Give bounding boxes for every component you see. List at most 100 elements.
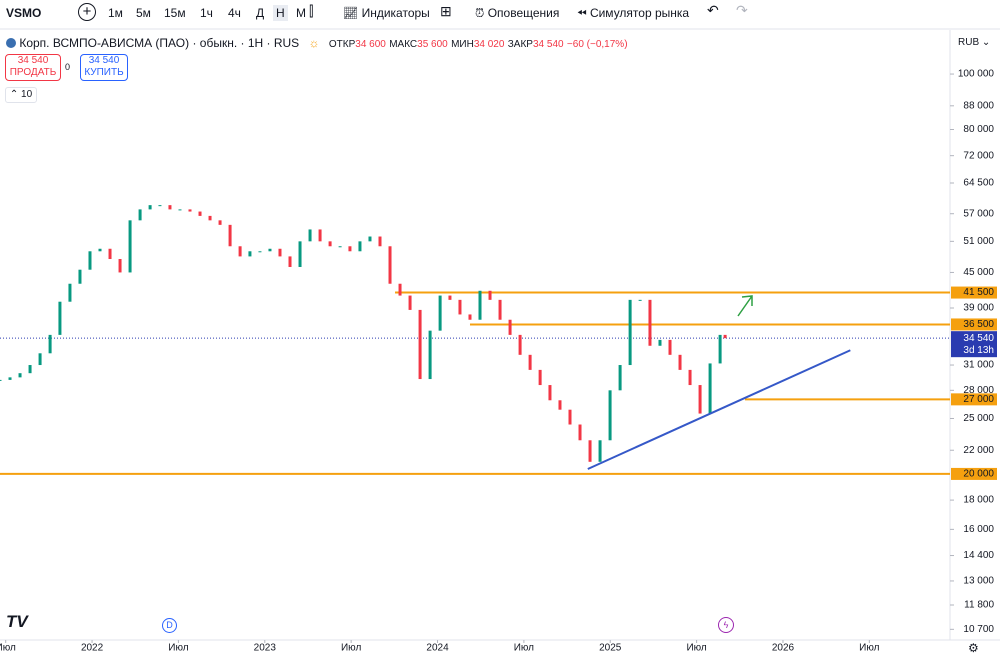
y-tick-label: 25 000: [963, 413, 994, 424]
sell-button[interactable]: 34 540 ПРОДАТЬ: [5, 54, 61, 81]
level-label: 36 500: [963, 319, 994, 330]
candle: [388, 246, 392, 284]
settings[interactable]: ⚙: [968, 641, 979, 655]
candle: [658, 339, 662, 346]
symbol-logo: [6, 38, 16, 48]
candle: [348, 246, 352, 252]
templates[interactable]: ⊞: [440, 3, 452, 19]
x-tick-label: 2024: [426, 643, 449, 654]
y-tick-label: 88 000: [963, 100, 994, 111]
candle: [723, 334, 727, 339]
candle: [158, 205, 162, 207]
candle: [628, 299, 632, 366]
level-label-bg: [951, 393, 997, 406]
candle: [48, 334, 52, 354]
candle: [468, 314, 472, 320]
interval-button[interactable]: 5м: [136, 6, 151, 20]
indicators-text: Индикаторы: [361, 6, 430, 20]
symbol[interactable]: VSMO: [6, 6, 42, 20]
candle: [438, 295, 442, 331]
legend: Корп. ВСМПО-АВИСМА (ПАО) · обыкн. · 1Н ·…: [6, 36, 628, 50]
interval-button[interactable]: 1ч: [200, 6, 213, 20]
candle: [208, 215, 212, 221]
candle: [138, 209, 142, 221]
candle: [258, 251, 262, 253]
y-tick-label: 72 000: [963, 150, 994, 161]
interval-button[interactable]: 1м: [108, 6, 123, 20]
y-tick-label: 22 000: [963, 445, 994, 456]
interval-button[interactable]: 4ч: [228, 6, 241, 20]
candle: [178, 209, 182, 211]
interval-button[interactable]: Н: [273, 5, 288, 21]
y-tick-label: 18 000: [963, 495, 994, 506]
last-price-bg: [951, 331, 997, 358]
volume-toggle[interactable]: ⌃ 10: [5, 87, 37, 103]
low: 34 020: [473, 39, 505, 50]
y-tick-label: 39 000: [963, 303, 994, 314]
level-label: 41 500: [963, 287, 994, 298]
candle: [148, 205, 152, 210]
x-tick-label: Июл: [686, 643, 706, 654]
chart-type[interactable]: ⫿: [309, 3, 314, 19]
candle: [168, 205, 172, 210]
candle: [648, 299, 652, 346]
dividend-icon[interactable]: D: [162, 618, 177, 633]
candle: [598, 440, 602, 462]
interval-button[interactable]: М: [296, 6, 306, 20]
candle: [478, 290, 482, 320]
y-tick-label: 28 000: [963, 385, 994, 396]
candle: [528, 354, 532, 370]
undo[interactable]: ↶: [707, 2, 719, 18]
level-label: 27 000: [963, 394, 994, 405]
alerts[interactable]: ⏰︎ Оповещения: [475, 6, 560, 20]
volume-value: 10: [21, 89, 33, 100]
x-tick-label: Июл: [514, 643, 534, 654]
level-label-bg: [951, 318, 997, 331]
y-tick-label: 16 000: [963, 524, 994, 535]
candle: [568, 409, 572, 425]
add-symbol[interactable]: +: [78, 3, 96, 21]
candle: [608, 390, 612, 441]
interval-button[interactable]: Д: [256, 6, 265, 20]
indicators[interactable]: 📈︎ Индикаторы: [343, 6, 430, 20]
buy-price: 34 540: [88, 55, 120, 66]
candle: [428, 330, 432, 380]
candle: [508, 319, 512, 335]
buy-button[interactable]: 34 540 КУПИТЬ: [80, 54, 128, 81]
y-tick-label: 51 000: [963, 236, 994, 247]
interval-button[interactable]: 15м: [164, 6, 186, 20]
tv-logo: TV: [6, 612, 28, 631]
candle: [458, 299, 462, 315]
redo[interactable]: ↷: [736, 2, 748, 18]
candle: [618, 365, 622, 391]
candle: [268, 248, 272, 252]
candle: [0, 379, 2, 381]
candle: [58, 301, 62, 335]
high-label: МАКС: [389, 39, 418, 50]
candle: [218, 220, 222, 225]
candle: [698, 385, 702, 414]
y-tick-label: 64 500: [963, 178, 994, 189]
candle: [378, 236, 382, 247]
candle: [238, 246, 242, 257]
currency[interactable]: RUB ⌄: [958, 37, 991, 48]
y-tick-label: 45 000: [963, 267, 994, 278]
candle: [88, 251, 92, 270]
candle: [318, 229, 322, 242]
session-icon: ☼: [308, 36, 320, 50]
candle: [638, 299, 642, 301]
candle: [518, 334, 522, 355]
y-tick-label: 10 700: [963, 624, 994, 635]
y-tick-label: 31 000: [963, 360, 994, 371]
open: 34 600: [355, 39, 386, 50]
candle: [328, 241, 332, 247]
buy-text: КУПИТЬ: [84, 67, 124, 78]
simulator[interactable]: ⏪︎ Симулятор рынка: [577, 6, 690, 20]
candle: [578, 424, 582, 441]
candle: [688, 369, 692, 386]
event-icon[interactable]: ϟ: [718, 617, 734, 633]
candle: [98, 248, 102, 252]
candle: [418, 309, 422, 380]
candle: [708, 363, 712, 414]
